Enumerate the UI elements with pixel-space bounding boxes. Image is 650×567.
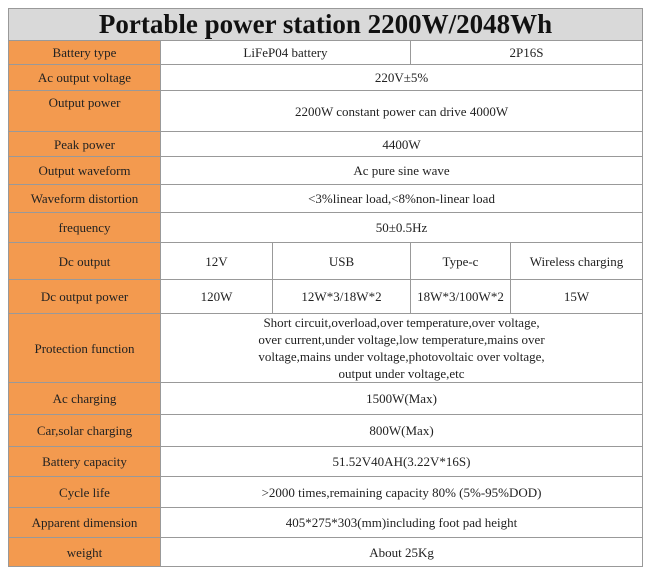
table-row: Ac output voltage 220V±5% [8,64,644,91]
cell-value: 2200W constant power can drive 4000W [159,90,644,132]
row-label: Protection function [8,313,161,383]
cell-value: Type-c [410,242,511,280]
cell-value: LiFeP04 battery [160,40,411,65]
text-line: over current,under voltage,low temperatu… [258,332,545,347]
cell-value: 800W(Max) [159,414,644,447]
row-label: Battery capacity [8,446,161,477]
cell-value: Ac pure sine wave [159,156,644,185]
row-label: Waveform distortion [8,184,161,213]
table-row: Peak power 4400W [8,131,644,157]
text-line: Short circuit,overload,over temperature,… [263,315,540,330]
text-line: output under voltage,etc [338,366,465,381]
row-label: Battery type [8,40,161,65]
page-title: Portable power station 2200W/2048Wh [7,8,644,41]
row-label: Cycle life [8,476,161,508]
table-row: Battery type LiFeP04 battery 2P16S [8,40,644,65]
cell-value: Wireless charging [509,242,644,280]
table-row: Ac charging 1500W(Max) [8,382,644,415]
cell-value: 12V [160,242,273,280]
table-row: Apparent dimension 405*275*303(mm)includ… [8,507,644,538]
row-label: Dc output [8,242,161,280]
table-row: Dc output power 120W 12W*3/18W*2 18W*3/1… [8,279,644,314]
spec-table: Portable power station 2200W/2048Wh Batt… [7,8,644,567]
cell-value: 12W*3/18W*2 [272,279,411,314]
row-label: frequency [8,212,161,243]
table-row: frequency 50±0.5Hz [8,212,644,243]
cell-value: 51.52V40AH(3.22V*16S) [159,446,644,477]
cell-value: 4400W [159,131,644,157]
cell-value: Short circuit,overload,over temperature,… [159,313,644,383]
table-row: Output power 2200W constant power can dr… [8,90,644,132]
cell-value: 220V±5% [159,64,644,91]
table-row: Waveform distortion <3%linear load,<8%no… [8,184,644,213]
row-label: Apparent dimension [8,507,161,538]
row-label: Car,solar charging [8,414,161,447]
row-label: Ac charging [8,382,161,415]
cell-value: 18W*3/100W*2 [410,279,511,314]
text-line: voltage,mains under voltage,photovoltaic… [258,349,545,364]
cell-value: <3%linear load,<8%non-linear load [159,184,644,213]
table-row: Battery capacity 51.52V40AH(3.22V*16S) [8,446,644,477]
row-label: Dc output power [8,279,161,314]
table-row: Protection function Short circuit,overlo… [8,313,644,383]
row-label: Peak power [8,131,161,157]
row-label: Ac output voltage [8,64,161,91]
cell-value: 15W [509,279,644,314]
cell-value: >2000 times,remaining capacity 80% (5%-9… [159,476,644,508]
cell-value: 120W [160,279,273,314]
title-row: Portable power station 2200W/2048Wh [7,8,644,41]
cell-value: 50±0.5Hz [159,212,644,243]
table-row: Output waveform Ac pure sine wave [8,156,644,185]
cell-value: 1500W(Max) [159,382,644,415]
table-row: Cycle life >2000 times,remaining capacit… [8,476,644,508]
table-row: weight About 25Kg [8,537,644,567]
table-row: Dc output 12V USB Type-c Wireless chargi… [8,242,644,280]
cell-value: About 25Kg [159,537,644,567]
table-row: Car,solar charging 800W(Max) [8,414,644,447]
row-label: Output power [8,90,161,132]
row-label: Output waveform [8,156,161,185]
cell-value: 405*275*303(mm)including foot pad height [159,507,644,538]
row-label: weight [8,537,161,567]
cell-value: 2P16S [409,40,644,65]
cell-value: USB [272,242,411,280]
